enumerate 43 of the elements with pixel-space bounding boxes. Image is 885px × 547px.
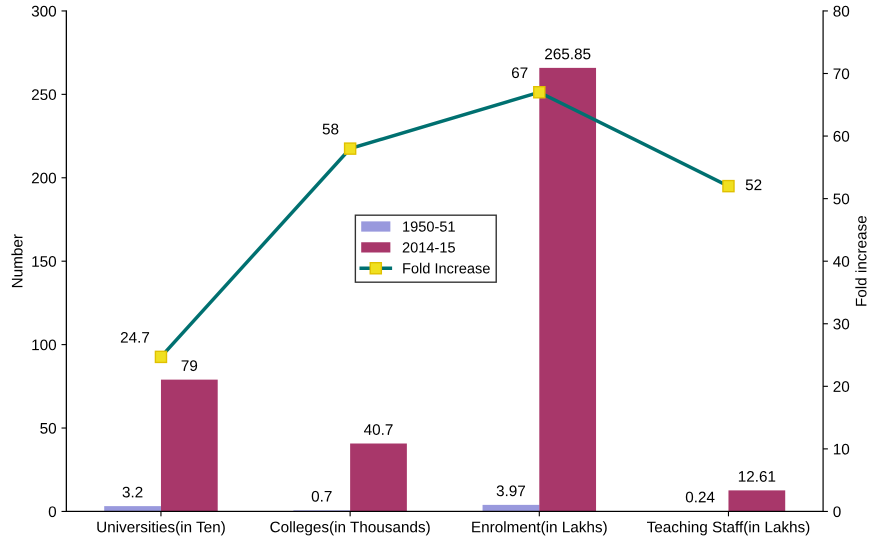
y2-tick-label: 50 [833,193,850,204]
y2-tick-label: 70 [834,68,850,80]
y2-axis-title: Fold increase [855,216,867,306]
x-tick-label: Colleges(in Thousands) [270,521,430,536]
bar [728,490,786,512]
data-label: 52 [746,179,762,190]
data-label: 12.61 [738,471,776,482]
data-label: 67 [512,67,528,78]
data-label: 265.85 [545,48,590,60]
x-tick-label: Enrolment(in Lakhs) [472,521,607,536]
y-tick-label: 250 [32,89,56,100]
data-label: 0.7 [312,490,332,502]
bar [104,506,161,512]
bar [539,68,596,512]
bar [482,504,540,512]
y2-tick-label: 20 [834,381,850,392]
y-tick-label: 150 [32,256,56,267]
y-tick-label: 0 [48,506,56,518]
data-label: 58 [322,124,338,134]
data-label: 40.7 [364,424,393,435]
legend-label: Fold Increase [403,262,490,274]
data-label: 3.97 [496,485,526,496]
legend-label: 1950-51 [403,221,455,232]
x-tick-label: Teaching Staff(in Lakhs) [647,521,810,536]
bar [160,380,218,512]
y2-tick-label: 80 [833,6,850,17]
y2-tick-label: 10 [834,444,850,455]
data-label: 79 [182,360,198,372]
y-axis-title: Number [11,234,23,288]
x-tick-label: Universities(in Ten) [97,521,225,536]
y-tick-label: 200 [32,172,56,184]
y-tick-label: 50 [40,422,56,434]
bar [350,444,407,512]
data-label: 3.2 [122,486,142,498]
y2-tick-label: 40 [833,256,850,267]
y2-tick-label: 0 [833,506,841,518]
data-label: 0.24 [686,492,715,502]
y-tick-label: 300 [32,6,56,17]
y-tick-label: 100 [32,339,56,350]
data-label: 24.7 [120,332,150,343]
y2-tick-label: 60 [834,130,850,142]
legend-label: 2014-15 [402,242,455,253]
y2-tick-label: 30 [833,318,850,330]
